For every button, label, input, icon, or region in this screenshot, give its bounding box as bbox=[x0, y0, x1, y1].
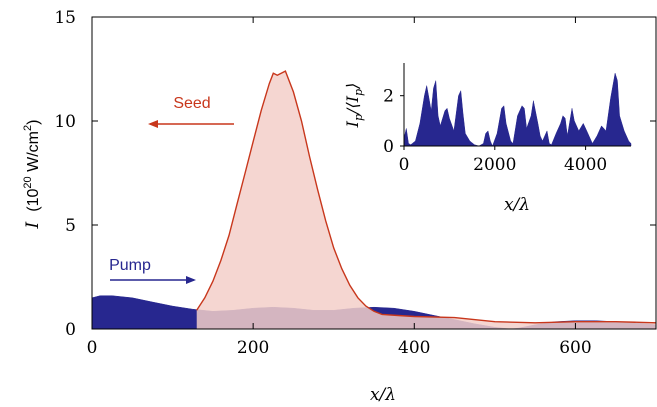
inset-y-axis-label: Ip/⟨Ip⟩ bbox=[343, 83, 365, 129]
x-tick-label: 400 bbox=[398, 338, 430, 358]
y-tick-label: 15 bbox=[54, 8, 76, 28]
x-tick-label: 600 bbox=[559, 338, 591, 358]
inset-x-tick-label: 4000 bbox=[564, 155, 607, 175]
svg-text:Ip/⟨Ip⟩: Ip/⟨Ip⟩ bbox=[343, 83, 365, 129]
y-tick-label: 10 bbox=[54, 112, 76, 132]
inset-series bbox=[403, 73, 632, 147]
seed-line bbox=[196, 70, 657, 324]
seed-arrow bbox=[148, 120, 234, 128]
inset-x-axis-label: x/λ bbox=[504, 195, 530, 215]
svg-text:I (1020 W/cm2): I (1020 W/cm2) bbox=[22, 120, 43, 230]
main-x-ticks: 0 200 400 600 bbox=[87, 17, 592, 358]
inset-x-ticks: 0 2000 4000 bbox=[399, 146, 607, 175]
inset-x-tick-label: 0 bbox=[399, 155, 410, 175]
main-y-axis-label: I (1020 W/cm2) bbox=[22, 120, 43, 230]
inset-area-fill bbox=[403, 73, 632, 147]
inset-y-ticks: 02 bbox=[383, 87, 404, 157]
y-tick-label: 0 bbox=[65, 320, 76, 340]
y-tick-label: 5 bbox=[65, 216, 76, 236]
x-tick-label: 0 bbox=[87, 338, 98, 358]
main-plot-frame bbox=[91, 16, 657, 330]
inset-x-tick-label: 2000 bbox=[473, 155, 516, 175]
pump-arrow bbox=[110, 276, 196, 284]
inset-axes bbox=[403, 63, 631, 147]
seed-area bbox=[196, 71, 656, 329]
seed-series bbox=[196, 70, 657, 329]
main-x-axis-label: x/λ bbox=[370, 385, 396, 405]
pump-label: Pump bbox=[109, 257, 151, 274]
inset-y-tick-label: 2 bbox=[383, 87, 394, 107]
x-tick-label: 200 bbox=[237, 338, 269, 358]
inset-y-tick-label: 0 bbox=[383, 137, 394, 157]
main-y-ticks: 0 5 10 15 bbox=[54, 8, 656, 340]
seed-label: Seed bbox=[173, 95, 210, 112]
